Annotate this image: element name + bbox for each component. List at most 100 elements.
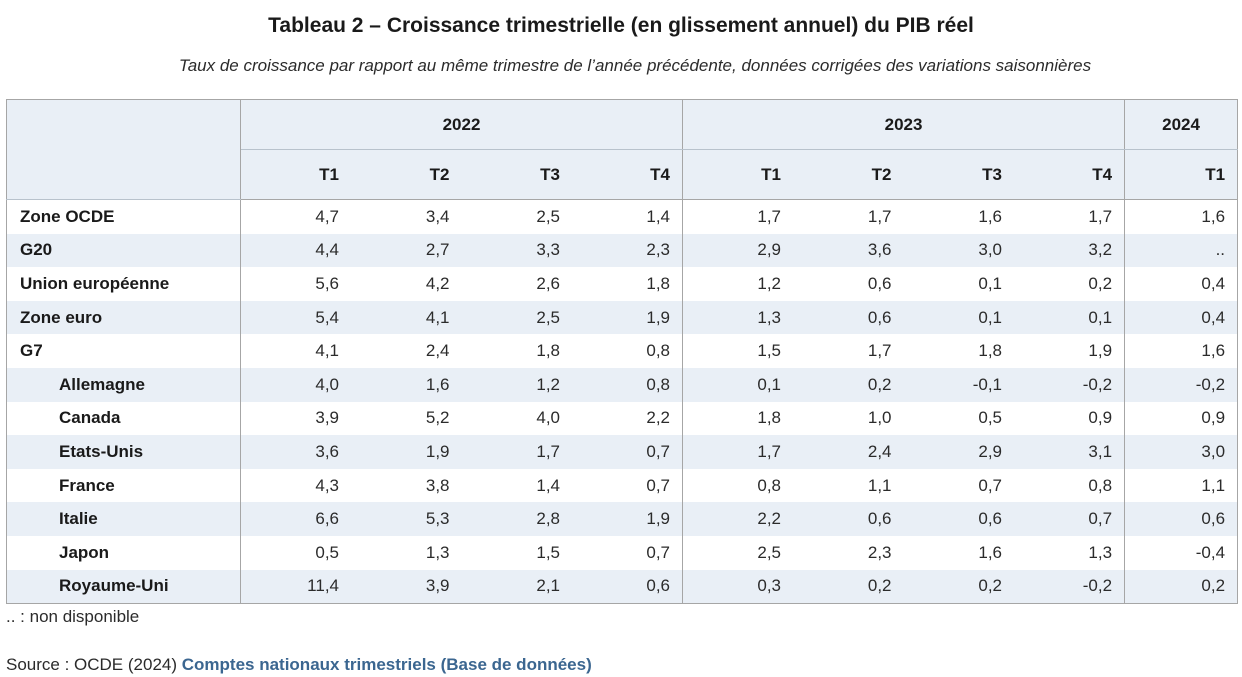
table-cell: -0,2 [1124,367,1238,402]
table-cell: 0,6 [793,300,904,335]
table-cell: 3,9 [351,569,462,604]
quarter-header: T4 [572,149,684,200]
table-cell: 1,8 [572,267,684,301]
table-cell: 6,6 [240,502,351,536]
row-label: Zone euro [6,300,241,335]
table-row: G7 4,1 2,4 1,8 0,8 1,5 1,7 1,8 1,9 1,6 [6,334,1238,368]
quarter-header: T1 [682,149,794,200]
table-cell: 1,4 [572,199,684,234]
table-row: Etats-Unis 3,6 1,9 1,7 0,7 1,7 2,4 2,9 3,1 3,0 [6,435,1238,469]
table-cell: 1,8 [757,408,782,428]
quarter-header: T3 [461,149,572,200]
table-cell: 1,4 [536,475,560,495]
quarter-header: T2 [351,149,462,200]
table-cell: 1,5 [536,542,560,562]
table-cell: 1,2 [757,273,782,293]
table-cell: 0,8 [572,367,684,402]
table-cell: 1,0 [867,408,892,428]
table-cell: 3,3 [461,233,572,268]
table-cell: 1,6 [1201,206,1226,226]
table-cell: 1,9 [572,300,684,335]
table-cell: 0,1 [1014,300,1126,335]
quarter-header: T4 [1014,149,1126,200]
table-body: Zone OCDE 4,7 3,4 2,5 1,4 1,7 1,7 1,6 1,7 1,6 G20 4… [6,199,1238,604]
footnote: .. : non disponible [6,607,140,626]
row-label: Allemagne [6,367,241,402]
row-label: Italie [6,502,241,536]
table-row: Zone OCDE 4,7 3,4 2,5 1,4 1,7 1,7 1,6 1,7 1,6 [6,199,1238,234]
table-cell: 1,8 [536,341,560,361]
table-cell: 11,4 [240,569,351,604]
table-cell: 2,4 [793,435,904,469]
table-cell: 2,2 [682,502,794,536]
table-row: Japon 0,5 1,3 1,5 0,7 2,5 2,3 1,6 1,3 -0,4 [6,535,1238,570]
table-cell: 2,5 [536,206,560,226]
table-cell: -0,2 [1014,569,1126,604]
table-cell: 5,3 [351,502,462,536]
table-cell: 2,9 [682,233,794,268]
row-label: G20 [6,233,241,268]
table-cell: 2,4 [425,341,450,361]
table-cell: 4,0 [240,367,351,402]
table-cell: 4,4 [240,233,351,268]
table-cell: 2,1 [461,569,572,604]
table-cell: -0,2 [1014,367,1126,402]
table-cell: 1,5 [757,341,782,361]
table-cell: 1,6 [1201,341,1226,361]
row-label: Japon [6,535,241,570]
table-cell: 0,3 [682,569,794,604]
table-cell: 4,7 [315,206,339,226]
corner-cell [6,99,241,200]
table-cell: 2,2 [572,401,684,436]
table-cell: 5,6 [315,273,339,293]
table-cell: 0,4 [1201,273,1226,293]
row-label: France [6,468,241,503]
table-cell: 0,8 [757,475,782,495]
table-cell: 2,9 [903,435,1015,469]
row-label: G7 [6,334,241,368]
table-cell: 3,9 [315,408,339,428]
table-cell: 1,1 [1201,475,1226,495]
table-cell: 0,7 [572,535,684,570]
table-cell: 1,3 [425,542,450,562]
table-cell: 1,7 [867,206,892,226]
source-line: Source : OCDE (2024) Comptes nationaux t… [6,655,592,675]
table-cell: 0,7 [978,475,1003,495]
table-cell: 0,9 [1201,408,1226,428]
table-cell: 0,6 [572,569,684,604]
year-header-row: 2022 2023 2024 [6,99,1238,200]
quarter-header: T3 [903,149,1015,200]
row-label: Canada [6,401,241,436]
table-cell: 0,6 [1124,502,1238,536]
table-cell: 1,7 [1014,199,1126,234]
quarter-header: T2 [793,149,904,200]
table-cell: 2,8 [461,502,572,536]
table-cell: -0,4 [1195,542,1226,562]
table-row: France 4,3 3,8 1,4 0,7 0,8 1,1 0,7 0,8 1,1 [6,468,1238,503]
table-cell: 1,9 [1014,334,1126,368]
table-cell: 0,6 [903,502,1015,536]
table-title: Tableau 2 – Croissance trimestrielle (en… [268,14,974,37]
table-cell: 1,6 [351,367,462,402]
table-cell: 0,8 [572,334,684,368]
table-cell: 3,1 [1014,435,1126,469]
table-cell: 2,7 [351,233,462,268]
table-subtitle: Taux de croissance par rapport au même t… [178,56,1092,75]
table-cell: 3,6 [793,233,904,268]
table-cell: 0,2 [793,367,904,402]
table-cell: 1,2 [461,367,572,402]
source-link[interactable]: Comptes nationaux trimestriels (Base de … [181,655,592,674]
table-cell: 0,2 [903,569,1015,604]
table-cell: 0,9 [1014,401,1126,436]
source-prefix: Source : OCDE (2024) [6,655,182,674]
row-label: Union européenne [6,267,241,301]
table-cell: 0,2 [1124,569,1238,604]
table-cell: 0,5 [978,408,1003,428]
table-row: Union européenne 5,6 4,2 2,6 1,8 1,2 0,6 0,1 0,2… [6,267,1238,301]
table-cell: 0,2 [1014,267,1126,301]
table-cell: 1,3 [1014,535,1126,570]
table-cell: 0,4 [1124,300,1238,335]
quarter-header: T1 [1124,149,1238,200]
table-cell: 3,8 [425,475,450,495]
row-label: Zone OCDE [6,199,241,234]
